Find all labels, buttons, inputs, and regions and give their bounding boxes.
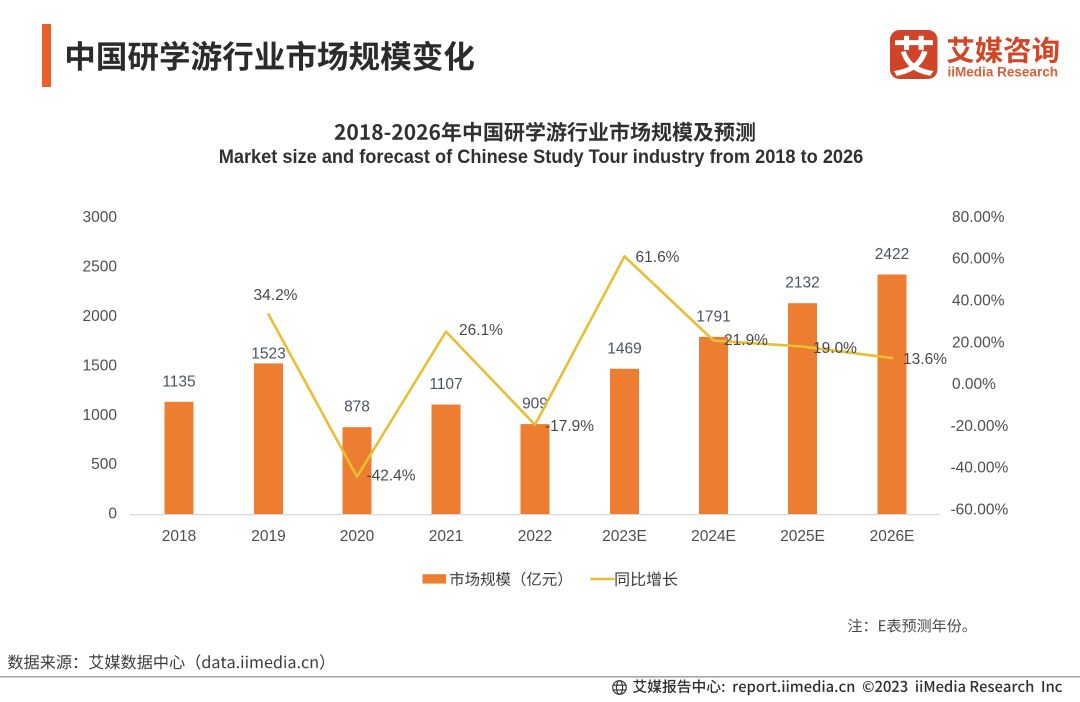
svg-text:2021: 2021 [429, 528, 463, 545]
svg-text:1135: 1135 [162, 373, 195, 390]
svg-text:2000: 2000 [83, 308, 118, 325]
svg-text:2132: 2132 [785, 275, 819, 292]
svg-text:1469: 1469 [607, 340, 641, 357]
svg-text:1107: 1107 [429, 376, 462, 393]
svg-text:2018: 2018 [162, 528, 196, 545]
svg-text:1500: 1500 [83, 357, 118, 374]
svg-text:1523: 1523 [251, 345, 285, 362]
svg-text:34.2%: 34.2% [254, 287, 298, 304]
svg-text:21.9%: 21.9% [724, 332, 768, 349]
svg-text:3000: 3000 [83, 209, 118, 226]
svg-text:0: 0 [108, 506, 117, 523]
svg-text:19.0%: 19.0% [813, 340, 857, 357]
svg-text:2023E: 2023E [602, 528, 647, 545]
svg-text:13.6%: 13.6% [903, 351, 947, 368]
svg-text:Market size and forecast of Ch: Market size and forecast of Chinese Stud… [219, 147, 864, 168]
svg-text:2024E: 2024E [691, 528, 736, 545]
svg-text:878: 878 [344, 399, 370, 416]
svg-text:40.00%: 40.00% [952, 293, 1005, 310]
svg-text:-60.00%: -60.00% [951, 502, 1009, 519]
svg-text:20.00%: 20.00% [952, 334, 1005, 351]
svg-text:0.00%: 0.00% [952, 376, 996, 393]
svg-text:80.00%: 80.00% [952, 209, 1005, 226]
svg-text:1791: 1791 [696, 308, 730, 325]
svg-text:2422: 2422 [875, 246, 909, 263]
svg-text:26.1%: 26.1% [459, 322, 503, 339]
svg-text:2022: 2022 [518, 528, 552, 545]
svg-text:1000: 1000 [83, 407, 118, 424]
svg-text:-17.9%: -17.9% [545, 418, 594, 435]
svg-text:60.00%: 60.00% [952, 251, 1005, 268]
svg-text:909: 909 [522, 396, 548, 413]
svg-text:61.6%: 61.6% [636, 249, 680, 266]
svg-text:2500: 2500 [83, 258, 118, 275]
svg-text:500: 500 [91, 456, 117, 473]
svg-text:2026E: 2026E [870, 528, 915, 545]
svg-text:iiMedia Research: iiMedia Research [948, 65, 1059, 80]
svg-text:2019: 2019 [251, 528, 285, 545]
svg-text:2025E: 2025E [780, 528, 825, 545]
svg-text:-40.00%: -40.00% [951, 460, 1009, 477]
svg-text:-42.4%: -42.4% [366, 468, 415, 485]
svg-text:-20.00%: -20.00% [951, 418, 1009, 435]
svg-text:2020: 2020 [340, 528, 375, 545]
